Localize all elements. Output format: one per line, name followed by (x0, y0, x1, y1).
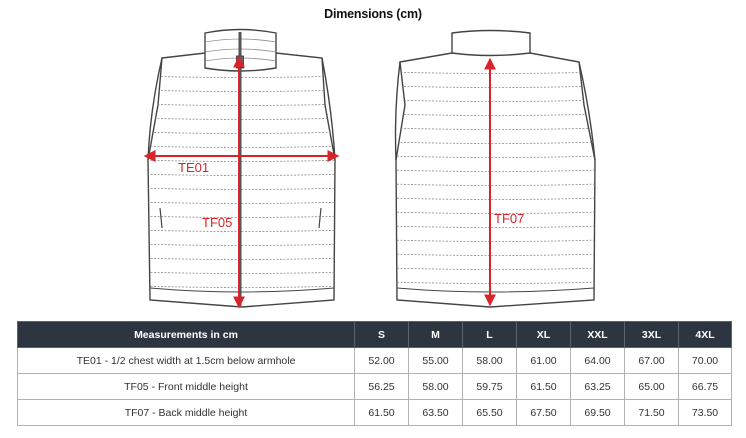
back-vest-drawing (394, 29, 596, 308)
cell-value: 63.25 (570, 373, 625, 400)
cell-value: 65.50 (462, 399, 517, 426)
tf05-label: TF05 (202, 215, 232, 230)
size-table: Measurements in cm S M L XL XXL 3XL 4XL … (17, 321, 732, 426)
table-header-row: Measurements in cm S M L XL XXL 3XL 4XL (17, 321, 732, 348)
header-size: 3XL (624, 321, 679, 348)
header-size: XL (516, 321, 571, 348)
cell-value: 71.50 (624, 399, 679, 426)
cell-value: 70.00 (678, 347, 732, 374)
table-row: TF05 - Front middle height 56.25 58.00 5… (17, 373, 732, 400)
cell-value: 56.25 (354, 373, 409, 400)
cell-value: 61.50 (354, 399, 409, 426)
header-size: M (408, 321, 463, 348)
front-vest-drawing (147, 28, 336, 308)
table-row: TE01 - 1/2 chest width at 1.5cm below ar… (17, 347, 732, 374)
cell-value: 67.00 (624, 347, 679, 374)
row-label: TE01 - 1/2 chest width at 1.5cm below ar… (17, 347, 355, 374)
te01-label: TE01 (178, 160, 209, 175)
row-label: TF07 - Back middle height (17, 399, 355, 426)
cell-value: 55.00 (408, 347, 463, 374)
header-size: 4XL (678, 321, 732, 348)
cell-value: 52.00 (354, 347, 409, 374)
page-title: Dimensions (cm) (324, 7, 422, 21)
cell-value: 69.50 (570, 399, 625, 426)
cell-value: 73.50 (678, 399, 732, 426)
tf07-label: TF07 (494, 211, 524, 226)
cell-value: 63.50 (408, 399, 463, 426)
cell-value: 59.75 (462, 373, 517, 400)
table-row: TF07 - Back middle height 61.50 63.50 65… (17, 399, 732, 426)
header-size: S (354, 321, 409, 348)
cell-value: 58.00 (462, 347, 517, 374)
cell-value: 61.50 (516, 373, 571, 400)
cell-value: 64.00 (570, 347, 625, 374)
vest-diagram: TE01 TF05 TF07 (143, 28, 596, 309)
cell-value: 66.75 (678, 373, 732, 400)
cell-value: 65.00 (624, 373, 679, 400)
cell-value: 67.50 (516, 399, 571, 426)
header-measurements: Measurements in cm (17, 321, 355, 348)
cell-value: 61.00 (516, 347, 571, 374)
header-size: XXL (570, 321, 625, 348)
row-label: TF05 - Front middle height (17, 373, 355, 400)
cell-value: 58.00 (408, 373, 463, 400)
header-size: L (462, 321, 517, 348)
